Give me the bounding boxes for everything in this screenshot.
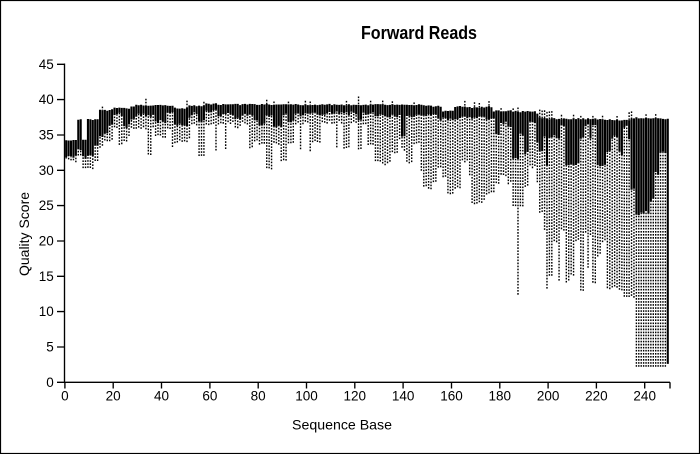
svg-text:Sequence Base: Sequence Base [292, 416, 392, 432]
svg-text:10: 10 [39, 304, 54, 319]
svg-text:Quality Score: Quality Score [16, 192, 32, 276]
svg-text:140: 140 [392, 388, 415, 403]
svg-text:160: 160 [440, 388, 463, 403]
svg-text:40: 40 [39, 92, 54, 107]
svg-text:240: 240 [633, 388, 656, 403]
svg-text:200: 200 [537, 388, 560, 403]
svg-text:40: 40 [154, 388, 169, 403]
svg-text:25: 25 [39, 198, 54, 213]
svg-text:0: 0 [61, 388, 69, 403]
svg-text:20: 20 [39, 234, 54, 249]
svg-text:180: 180 [489, 388, 512, 403]
svg-text:100: 100 [295, 388, 318, 403]
svg-text:80: 80 [251, 388, 266, 403]
svg-text:30: 30 [39, 163, 54, 178]
svg-text:20: 20 [106, 388, 121, 403]
svg-text:5: 5 [46, 340, 54, 355]
svg-text:60: 60 [202, 388, 217, 403]
svg-text:15: 15 [39, 269, 54, 284]
svg-text:45: 45 [39, 57, 54, 72]
svg-text:220: 220 [585, 388, 608, 403]
svg-text:0: 0 [46, 375, 54, 390]
svg-text:120: 120 [344, 388, 367, 403]
svg-text:Forward Reads: Forward Reads [361, 22, 477, 43]
svg-text:35: 35 [39, 128, 54, 143]
